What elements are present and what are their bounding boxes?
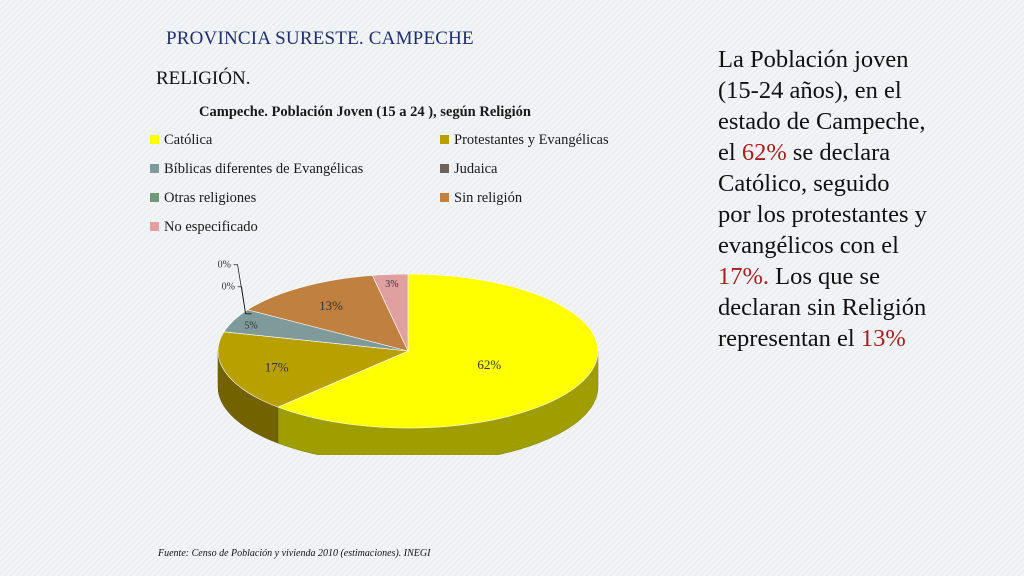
data-label-no-especificado: 3% [385,279,398,290]
pie-chart: Campeche. Población Joven (15 a 24 ), se… [150,104,609,455]
data-label-biblicas-diferentes-de-evangelicas: 5% [244,320,257,331]
data-label-protestantes-y-evangelicas: 17% [265,359,289,374]
legend-swatch-biblicas-diferentes-de-evangelicas [150,164,159,173]
summary-highlight-catholic: 62% [741,139,787,166]
legend-swatch-no-especificado [150,222,159,231]
chart-legend: Católica Protestantes y Evangélicas Bíblic… [150,132,609,235]
summary-part-1: La Población joven (15-24 años), en el e… [718,46,926,166]
summary-highlight-no-religion: 13% [860,325,906,352]
source-note: Fuente: Censo de Población y vivienda 20… [158,548,431,559]
legend-label-protestantes-y-evangelicas: Protestantes y Evangélicas [454,132,609,148]
data-label-otras-religiones: 0% [222,282,235,293]
data-label-sin-religion: 13% [319,298,343,313]
legend-label-no-especificado: No especificado [164,219,258,235]
legend-swatch-sin-religion [440,193,449,202]
summary-highlight-protestant: 17%. [718,263,770,290]
leader-lines [233,264,252,315]
chart-title: Campeche. Población Joven (15 a 24 ), se… [199,104,531,120]
legend-swatch-otras-religiones [150,193,159,202]
pie-slices [217,273,599,429]
leader-line-judaica [233,264,252,315]
legend-label-biblicas-diferentes-de-evangelicas: Bíblicas diferentes de Evangélicas [164,161,364,177]
legend-swatch-protestantes-y-evangelicas [440,135,449,144]
summary-part-2: se declara Católico, seguido por los pro… [718,139,927,259]
data-label-catolica: 62% [477,357,501,372]
data-label-judaica: 0% [218,260,231,271]
legend-label-sin-religion: Sin religión [454,190,523,206]
data-labels: 62% 17% 5% 0% 0% 13% 3% [218,260,502,375]
slide-title: PROVINCIA SURESTE. CAMPECHE [166,28,474,49]
leader-line-otras-religiones [237,286,252,315]
slice-catolica [277,273,599,429]
section-label: RELIGIÓN. [156,68,251,89]
summary-text: La Población joven (15-24 años), en el e… [718,44,928,354]
slice-sin-religion [246,275,409,352]
legend-label-judaica: Judaica [454,161,498,177]
legend-label-catolica: Católica [164,132,213,148]
slice-protestantes-y-evangelicas [217,331,410,408]
summary-part-3: Los que se declaran sin Religión represe… [718,263,927,352]
legend-label-otras-religiones: Otras religiones [164,190,257,206]
legend-swatch-catolica [150,135,159,144]
slice-no-especificado [371,273,409,352]
legend-swatch-judaica [440,164,449,173]
